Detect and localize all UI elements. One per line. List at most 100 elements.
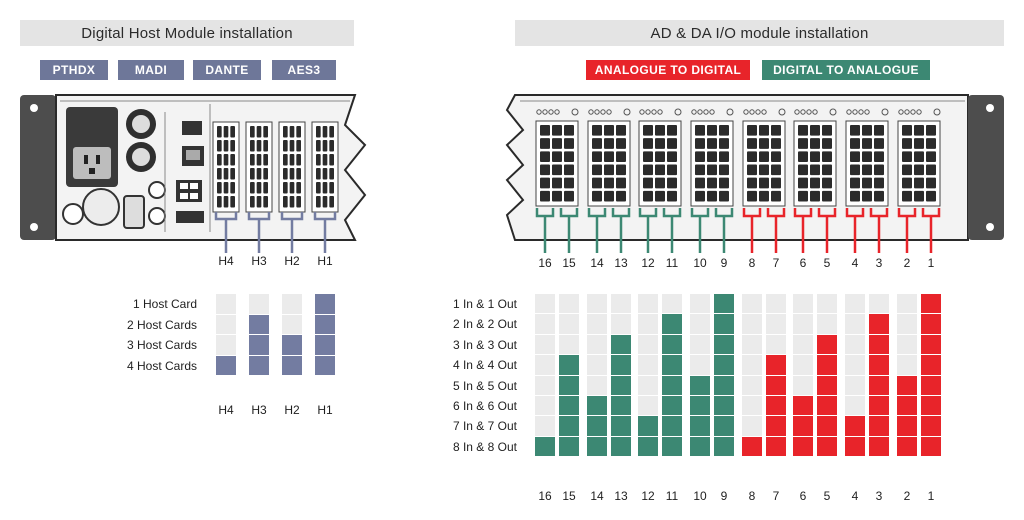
io-slot-label-bottom: 1 — [927, 489, 935, 503]
io-cell-empty — [535, 335, 555, 356]
host-slot-label-bottom: H1 — [317, 403, 333, 417]
io-cell-empty — [587, 294, 607, 315]
host-cell-empty — [216, 315, 236, 335]
io-cell-empty — [611, 314, 631, 335]
io-cell-empty — [559, 294, 579, 315]
io-cell-filled — [714, 375, 734, 396]
io-cell-filled — [766, 416, 786, 437]
io-cell-filled — [690, 375, 710, 396]
io-cell-empty — [766, 294, 786, 315]
io-cell-empty — [742, 396, 762, 417]
host-cell-empty — [282, 315, 302, 335]
host-cell-filled — [315, 355, 335, 376]
io-slot-column-7 — [766, 294, 786, 458]
io-slot-connector-12 — [638, 208, 658, 253]
io-cell-empty — [535, 294, 555, 315]
io-slot-grille-pair — [897, 108, 941, 207]
io-slot-connector-7 — [766, 208, 786, 253]
io-cell-filled — [611, 416, 631, 437]
io-cell-empty — [793, 314, 813, 335]
io-cell-filled — [714, 436, 734, 458]
io-cell-empty — [690, 335, 710, 356]
io-cell-filled — [714, 355, 734, 376]
io-cell-empty — [662, 294, 682, 315]
io-cell-empty — [742, 314, 762, 335]
io-slot-label-bottom: 4 — [851, 489, 859, 503]
host-slot-label-bottom: H4 — [218, 403, 234, 417]
io-cell-empty — [793, 335, 813, 356]
io-cell-filled — [817, 416, 837, 437]
io-cell-filled — [662, 375, 682, 396]
io-cell-empty — [535, 396, 555, 417]
io-cell-empty — [638, 396, 658, 417]
io-slot-column-1 — [921, 294, 941, 458]
io-cell-empty — [690, 314, 710, 335]
io-slot-grille-pair — [793, 108, 837, 207]
io-cell-filled — [611, 396, 631, 417]
io-slot-label-top: 11 — [665, 256, 679, 270]
io-cell-filled — [587, 436, 607, 458]
io-row-label: 1 In & 1 Out — [452, 297, 517, 311]
host-slot-grille-H4 — [212, 121, 240, 213]
io-slot-connector-9 — [714, 208, 734, 253]
io-cell-filled — [921, 314, 941, 335]
io-cell-filled — [817, 375, 837, 396]
io-slot-connector-2 — [897, 208, 917, 253]
io-cell-filled — [559, 436, 579, 458]
tag-aes3-label: AES3 — [287, 63, 321, 77]
io-cell-empty — [611, 294, 631, 315]
io-slot-column-12 — [638, 294, 658, 458]
io-slot-grille-pair — [690, 108, 734, 207]
tag-madi-label: MADI — [134, 63, 168, 77]
io-cell-filled — [662, 355, 682, 376]
legend-digital-to-analogue: DIGITAL TO ANALOGUE — [762, 60, 930, 80]
io-slot-column-16 — [535, 294, 555, 458]
io-cell-empty — [535, 376, 555, 396]
io-cell-filled — [921, 396, 941, 417]
io-cell-filled — [587, 396, 607, 417]
legend-ad-label: ANALOGUE TO DIGITAL — [594, 63, 742, 77]
host-slot-connector-H3 — [247, 212, 271, 253]
host-cell-filled — [282, 355, 302, 376]
io-cell-empty — [638, 294, 658, 315]
host-slot-label-top: H1 — [317, 254, 333, 268]
io-cell-empty — [742, 376, 762, 396]
host-slot-column-H4 — [216, 294, 236, 376]
io-cell-filled — [611, 375, 631, 396]
io-cell-empty — [897, 314, 917, 335]
host-slot-connector-H2 — [280, 212, 304, 253]
io-cell-empty — [742, 335, 762, 356]
io-cell-filled — [662, 436, 682, 458]
io-cell-empty — [793, 355, 813, 376]
io-slot-column-10 — [690, 294, 710, 458]
io-slot-label-bottom: 15 — [562, 489, 576, 503]
host-slot-label-top: H4 — [218, 254, 234, 268]
io-cell-filled — [638, 436, 658, 458]
io-cell-filled — [690, 396, 710, 417]
io-slot-label-top: 15 — [562, 256, 576, 270]
host-slot-connector-H1 — [313, 212, 337, 253]
io-slot-column-2 — [897, 294, 917, 458]
io-cell-filled — [559, 375, 579, 396]
io-slot-label-top: 12 — [641, 256, 655, 270]
io-slot-label-top: 6 — [799, 256, 807, 270]
io-cell-filled — [559, 396, 579, 417]
host-slot-grille-H2 — [278, 121, 306, 213]
io-cell-filled — [535, 436, 555, 458]
io-cell-filled — [662, 334, 682, 356]
io-cell-filled — [845, 416, 865, 437]
io-cell-empty — [638, 376, 658, 396]
io-slot-label-bottom: 13 — [614, 489, 628, 503]
io-slot-label-bottom: 5 — [823, 489, 831, 503]
io-slot-connector-10 — [690, 208, 710, 253]
io-cell-filled — [921, 334, 941, 356]
io-cell-filled — [869, 314, 889, 335]
io-slot-connector-15 — [559, 208, 579, 253]
io-cell-empty — [638, 335, 658, 356]
legend-da-label: DIGITAL TO ANALOGUE — [773, 63, 919, 77]
io-cell-empty — [559, 335, 579, 356]
io-cell-empty — [817, 314, 837, 335]
io-cell-empty — [793, 294, 813, 315]
io-row-label: 6 In & 6 Out — [452, 399, 517, 413]
io-cell-filled — [921, 355, 941, 376]
